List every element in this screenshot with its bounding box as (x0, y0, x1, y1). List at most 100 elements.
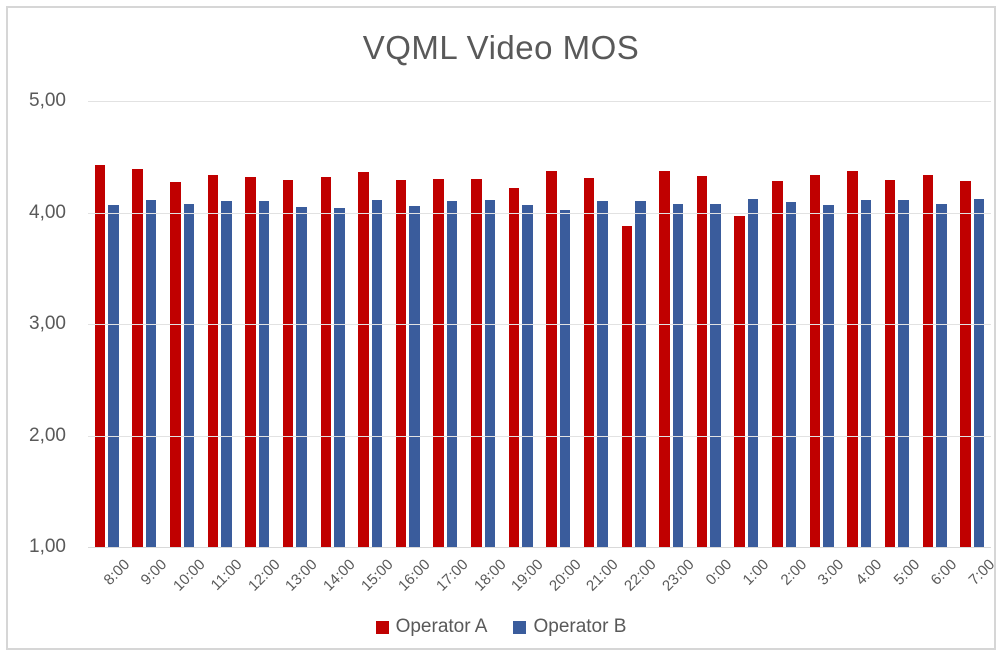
bar-group (427, 101, 465, 547)
bar-operator-b (296, 206, 307, 547)
bar-group (314, 101, 352, 547)
bar-operator-b (145, 200, 157, 547)
bar-operator-a (884, 180, 896, 547)
bar-group (577, 101, 615, 547)
bar-operator-b (936, 203, 947, 547)
bar-operator-b (973, 199, 985, 547)
x-slot: 5:00 (878, 548, 923, 600)
bar-operator-a (320, 176, 332, 547)
bar-group (88, 101, 126, 547)
bar-group (464, 101, 502, 547)
bar-operator-a (734, 215, 745, 547)
bar-operator-b (484, 200, 496, 547)
chart-frame: VQML Video MOS 5,00 4,00 3,00 2,00 1,00 8:00… (6, 6, 999, 650)
y-axis: 5,00 4,00 3,00 2,00 1,00 (8, 90, 66, 557)
bar-group (502, 101, 540, 547)
x-slot: 17:00 (427, 548, 472, 600)
x-slot: 10:00 (163, 548, 209, 600)
bar-operator-b (559, 210, 571, 547)
bar-operator-b (446, 201, 458, 547)
x-tick-label: 7:00 (965, 556, 999, 589)
bar-operator-b (221, 201, 232, 547)
bar-operator-a (508, 187, 520, 547)
bar-group (803, 101, 841, 547)
bar-operator-a (809, 174, 821, 547)
legend-item-operator-a: Operator A (375, 616, 488, 638)
x-slot: 22:00 (615, 548, 660, 600)
x-slot: 23:00 (652, 548, 698, 600)
bar-operator-b (597, 201, 608, 547)
y-tick-label: 5,00 (29, 90, 66, 111)
x-slot: 7:00 (953, 548, 999, 600)
y-tick-label: 3,00 (29, 313, 66, 334)
bar-operator-b (672, 203, 684, 547)
x-slot: 21:00 (577, 548, 622, 600)
y-tick-label: 2,00 (29, 424, 66, 446)
gridline (88, 101, 991, 102)
bar-operator-a (546, 171, 557, 547)
x-slot: 11:00 (201, 548, 246, 600)
bar-operator-b (785, 202, 797, 547)
x-slot: 9:00 (126, 548, 171, 600)
bar-operator-a (772, 181, 783, 547)
bar-group (765, 101, 803, 547)
bar-group (728, 101, 766, 547)
bar-operator-b (409, 205, 420, 547)
bar-group (953, 101, 991, 547)
legend-swatch-operator-a (375, 620, 389, 634)
y-tick-label: 1,00 (29, 536, 66, 557)
x-slot: 3:00 (803, 548, 848, 600)
legend: Operator A Operator B (8, 616, 994, 638)
bar-operator-b (635, 201, 646, 547)
bar-group (540, 101, 578, 547)
legend-label-operator-b: Operator B (533, 616, 627, 637)
legend-item-operator-b: Operator B (513, 616, 626, 638)
bar-operator-b (747, 199, 759, 547)
bar-operator-a (433, 179, 444, 547)
x-slot: 14:00 (314, 548, 359, 600)
bar-operator-a (847, 171, 858, 547)
x-slot: 4:00 (841, 548, 886, 600)
plot-area (88, 101, 991, 548)
gridline (88, 435, 991, 437)
chart-title: VQML Video MOS (362, 29, 640, 66)
bar-group (690, 101, 728, 547)
bar-group (239, 101, 277, 547)
bars-area (88, 101, 991, 547)
x-slot: 0:00 (690, 548, 735, 600)
legend-swatch-operator-b (513, 620, 527, 634)
bar-operator-b (522, 204, 533, 547)
x-slot: 16:00 (389, 548, 434, 600)
bar-operator-b (860, 200, 872, 547)
x-slot: 19:00 (502, 548, 547, 600)
bar-operator-a (659, 171, 670, 547)
legend-label-operator-a: Operator A (395, 616, 488, 637)
bar-operator-a (922, 174, 934, 547)
bar-group (916, 101, 954, 547)
bar-operator-a (583, 177, 595, 547)
bar-operator-a (621, 225, 633, 547)
x-slot: 6:00 (916, 548, 961, 600)
bar-group (389, 101, 427, 547)
bar-operator-b (710, 203, 721, 547)
bar-operator-a (960, 181, 971, 547)
bar-operator-a (132, 169, 143, 547)
bar-operator-a (245, 176, 256, 547)
bar-operator-b (258, 201, 270, 547)
bar-group (163, 101, 201, 547)
bar-operator-b (334, 208, 345, 547)
bar-operator-a (395, 180, 407, 547)
bar-group (201, 101, 239, 547)
bar-operator-b (823, 204, 834, 547)
x-axis: 8:00 9:00 10:00 11:00 12:00 13:00 14:00 15:00 16… (88, 548, 999, 600)
bar-operator-a (696, 175, 708, 547)
bar-group (841, 101, 879, 547)
x-slot: 8:00 (88, 548, 133, 600)
bar-group (126, 101, 164, 547)
bar-operator-a (94, 164, 106, 547)
gridline (88, 212, 991, 214)
bar-operator-a (170, 182, 181, 547)
bar-operator-b (898, 200, 909, 547)
x-slot: 1:00 (728, 548, 773, 600)
bar-group (351, 101, 389, 547)
